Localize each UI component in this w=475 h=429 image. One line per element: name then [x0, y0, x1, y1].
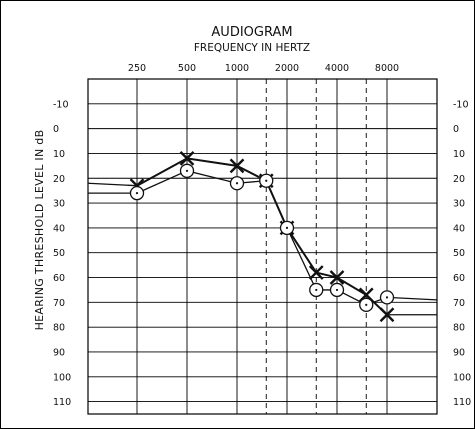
- y-tick-label-left: 60: [53, 273, 65, 284]
- x-tick-label: 500: [178, 63, 196, 74]
- y-tick-label-right: -10: [453, 99, 469, 110]
- y-tick-label-right: 100: [453, 372, 471, 383]
- y-tick-label-left: 80: [53, 323, 65, 334]
- chart-subtitle: FREQUENCY IN HERTZ: [194, 42, 310, 54]
- marker-o-dot: [135, 192, 139, 195]
- marker-o-dot: [315, 288, 318, 292]
- marker-x: [329, 270, 345, 285]
- x-tick-label: 1000: [225, 63, 249, 74]
- x-tick-label: 250: [128, 63, 146, 74]
- y-tick-label-left: 110: [53, 397, 71, 408]
- y-axis-label: HEARING THRESHOLD LEVEL IN dB: [33, 130, 46, 331]
- marker-x: [179, 151, 195, 166]
- series-layer: [87, 151, 438, 323]
- marker-o-dot: [335, 288, 339, 292]
- y-tick-label-left: -10: [53, 99, 69, 110]
- y-tick-label-right: 60: [453, 273, 465, 284]
- series-o: [88, 163, 438, 312]
- x-tick-label: 4000: [325, 63, 349, 74]
- marker-x: [308, 265, 324, 280]
- marker-o-dot: [235, 182, 239, 185]
- marker-o-dot: [265, 179, 268, 182]
- y-tick-label-left: 100: [53, 372, 71, 383]
- y-tick-label-right: 50: [453, 248, 465, 259]
- y-tick-label-right: 30: [453, 199, 465, 210]
- x-tick-labels: 250 500 1000 2000 4000 8000: [128, 63, 399, 74]
- marker-x: [229, 158, 245, 174]
- y-tick-labels: -10 -10 0 0 10 10 20 20 30 30 40 40 50 50 60 60 70 70 80 80…: [53, 99, 471, 408]
- y-tick-label-right: 80: [453, 323, 465, 334]
- y-tick-label-left: 40: [53, 223, 65, 234]
- chart-title: AUDIOGRAM: [211, 25, 292, 40]
- y-tick-label-right: 0: [453, 124, 459, 135]
- marker-o-dot: [285, 226, 289, 229]
- series-extension-right: [386, 296, 438, 301]
- marker-o-dot: [185, 169, 189, 172]
- marker-x: [379, 307, 395, 323]
- x-tick-label: 8000: [375, 63, 399, 74]
- y-tick-label-right: 70: [453, 298, 465, 309]
- y-tick-label-left: 50: [53, 248, 65, 259]
- y-tick-label-right: 10: [453, 149, 465, 160]
- y-tick-label-left: 20: [53, 174, 65, 185]
- y-tick-label-left: 30: [53, 199, 65, 210]
- grid: [87, 78, 438, 415]
- y-tick-label-right: 40: [453, 223, 465, 234]
- y-tick-label-left: 90: [53, 347, 65, 358]
- plot-border: [87, 78, 438, 415]
- marker-o-dot: [365, 303, 368, 306]
- x-tick-label: 2000: [275, 63, 299, 74]
- y-tick-label-right: 110: [453, 397, 471, 408]
- y-tick-label-right: 20: [453, 174, 465, 185]
- marker-o-dot: [385, 296, 389, 299]
- y-tick-label-left: 10: [53, 149, 65, 160]
- y-tick-label-left: 70: [53, 298, 65, 309]
- y-tick-label-left: 0: [53, 124, 59, 135]
- y-tick-label-right: 90: [453, 347, 465, 358]
- series-extension-left: [87, 182, 138, 187]
